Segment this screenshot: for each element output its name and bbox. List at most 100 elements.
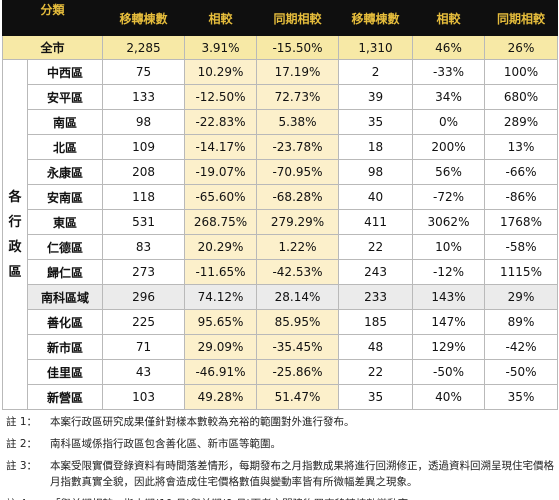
district-name: 永康區	[26, 159, 104, 185]
header-compare-2: 相較	[412, 0, 486, 36]
data-cell: -58%	[484, 234, 559, 260]
data-cell: 1768%	[484, 209, 559, 235]
note-label: 註 1：	[6, 416, 38, 428]
data-cell: 296	[102, 284, 186, 310]
total-cell: 26%	[484, 35, 559, 60]
note-item: 註 3： 本案受限實價登錄資料有時間落差情形，每期發布之月指數成果將進行回溯修正，…	[6, 458, 554, 490]
district-name: 新市區	[26, 334, 104, 360]
header-transfer-count-1: 移轉棟數	[102, 0, 186, 36]
note-item: 註 4：「與前期相較」指本期(10 月)與前期(9 月)兩者之間建物買賣移轉棟數…	[6, 496, 554, 500]
district-row: 各行政區中西區 75 10.29% 17.19% 2 -33% 100%	[2, 59, 559, 410]
data-cell: -68.28%	[256, 184, 340, 210]
note-text: 本案受限實價登錄資料有時間落差情形，每期發布之月指數成果將進行回溯修正，透過資料…	[50, 460, 554, 488]
group-label-char: 區	[8, 264, 22, 280]
data-cell: 29.09%	[184, 334, 258, 360]
data-cell: -50%	[484, 359, 559, 385]
note-label: 註 4：	[6, 496, 50, 500]
data-cell: 28.14%	[256, 284, 340, 310]
data-cell: 98	[102, 109, 186, 135]
district-row: 安南區 118 -65.60% -68.28% 40 -72% -86%	[3, 184, 559, 210]
data-cell: 18	[338, 134, 414, 160]
data-cell: -65.60%	[184, 184, 258, 210]
data-cell: 143%	[412, 284, 486, 310]
data-cell: -19.07%	[184, 159, 258, 185]
total-cell: 3.91%	[184, 35, 258, 60]
header-yoy-compare-1: 同期相較	[256, 0, 340, 36]
data-cell: -42%	[484, 334, 559, 360]
data-cell: -86%	[484, 184, 559, 210]
district-name: 新營區	[26, 384, 104, 410]
note-label: 註 3：	[6, 460, 38, 472]
district-row: 永康區 208 -19.07% -70.95% 98 56% -66%	[3, 159, 559, 185]
data-cell: 13%	[484, 134, 559, 160]
data-cell: 200%	[412, 134, 486, 160]
data-cell: 411	[338, 209, 414, 235]
district-name: 安南區	[26, 184, 104, 210]
data-cell: 185	[338, 309, 414, 335]
district-row: 歸仁區 273 -11.65% -42.53% 243 -12% 1115%	[3, 259, 559, 285]
data-cell: -12.50%	[184, 84, 258, 110]
note-item: 註 2： 南科區域係指行政區包含善化區、新市區等範圍。	[6, 436, 554, 452]
district-name: 佳里區	[26, 359, 104, 385]
data-cell: 35	[338, 109, 414, 135]
district-name: 仁德區	[26, 234, 104, 260]
data-cell: 289%	[484, 109, 559, 135]
data-cell: 208	[102, 159, 186, 185]
total-cell: 46%	[412, 35, 486, 60]
total-cell: 1,310	[338, 35, 414, 60]
data-cell: 75	[102, 59, 186, 85]
data-cell: 35	[338, 384, 414, 410]
data-cell: -66%	[484, 159, 559, 185]
data-cell: 531	[102, 209, 186, 235]
transfer-table: 分類 移轉棟數 相較 同期相較 移轉棟數 相較 同期相較 全市 2,285 3.…	[1, 0, 559, 410]
data-cell: 83	[102, 234, 186, 260]
district-name: 東區	[26, 209, 104, 235]
data-cell: 103	[102, 384, 186, 410]
data-cell: -12%	[412, 259, 486, 285]
district-row: 仁德區 83 20.29% 1.22% 22 10% -58%	[3, 234, 559, 260]
note-text: 本案行政區研究成果僅針對樣本數較為充裕的範圍對外進行發布。	[50, 416, 355, 428]
data-cell: 680%	[484, 84, 559, 110]
data-cell: 39	[338, 84, 414, 110]
data-cell: 129%	[412, 334, 486, 360]
data-cell: 1.22%	[256, 234, 340, 260]
data-cell: 10.29%	[184, 59, 258, 85]
data-cell: 2	[338, 59, 414, 85]
header-category: 分類	[1, 0, 104, 36]
note-text: 「與前期相較」指本期(10 月)與前期(9 月)兩者之間建物買賣移轉棟數變動率。	[50, 496, 554, 500]
note-label: 註 2：	[6, 438, 38, 450]
district-name: 中西區	[26, 59, 104, 85]
data-cell: -22.83%	[184, 109, 258, 135]
data-cell: -35.45%	[256, 334, 340, 360]
total-row: 全市 2,285 3.91% -15.50% 1,310 46% 26%	[1, 35, 559, 60]
data-cell: 243	[338, 259, 414, 285]
group-label-char: 各	[8, 189, 22, 205]
district-row: 北區 109 -14.17% -23.78% 18 200% 13%	[3, 134, 559, 160]
header-yoy-compare-2: 同期相較	[484, 0, 559, 36]
district-name: 北區	[26, 134, 104, 160]
district-row: 南區 98 -22.83% 5.38% 35 0% 289%	[3, 109, 559, 135]
data-cell: 279.29%	[256, 209, 340, 235]
data-cell: -25.86%	[256, 359, 340, 385]
data-cell: -70.95%	[256, 159, 340, 185]
district-name: 善化區	[26, 309, 104, 335]
data-cell: 56%	[412, 159, 486, 185]
group-label-char: 政	[8, 239, 22, 255]
data-cell: 20.29%	[184, 234, 258, 260]
data-cell: 48	[338, 334, 414, 360]
district-row: 新市區 71 29.09% -35.45% 48 129% -42%	[3, 334, 559, 360]
data-cell: 98	[338, 159, 414, 185]
district-row: 新營區 103 49.28% 51.47% 35 40% 35%	[3, 384, 559, 410]
data-cell: 72.73%	[256, 84, 340, 110]
data-cell: 22	[338, 359, 414, 385]
data-cell: 118	[102, 184, 186, 210]
data-cell: 233	[338, 284, 414, 310]
data-cell: 17.19%	[256, 59, 340, 85]
data-cell: 10%	[412, 234, 486, 260]
district-name: 南區	[26, 109, 104, 135]
data-cell: 51.47%	[256, 384, 340, 410]
data-cell: 5.38%	[256, 109, 340, 135]
data-cell: -33%	[412, 59, 486, 85]
data-cell: 133	[102, 84, 186, 110]
district-row: 善化區 225 95.65% 85.95% 185 147% 89%	[3, 309, 559, 335]
